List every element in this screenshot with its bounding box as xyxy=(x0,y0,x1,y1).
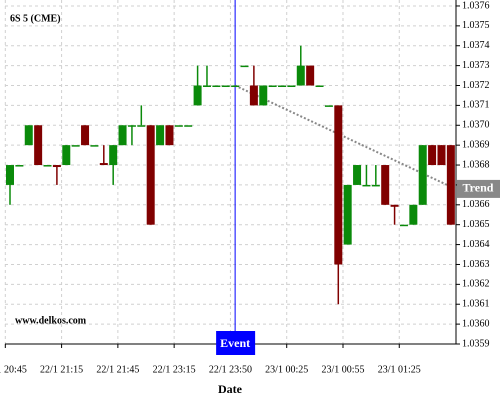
y-tick-label: 1.0368 xyxy=(462,159,490,170)
y-tick-label: 1.0365 xyxy=(462,219,490,230)
candle-body xyxy=(428,145,437,166)
candle-body xyxy=(174,125,183,127)
candle-body xyxy=(90,145,99,147)
candle-body xyxy=(156,125,165,146)
candle-body xyxy=(446,145,455,225)
candle-body xyxy=(24,125,33,146)
x-tick-label: 22/1 20:45 xyxy=(0,364,27,375)
event-label-box xyxy=(216,331,256,355)
candle-body xyxy=(146,125,155,225)
x-tick-label: 23/1 01:25 xyxy=(378,364,421,375)
candle-body xyxy=(52,165,61,168)
candle-body xyxy=(202,85,211,88)
candle-body xyxy=(99,163,108,166)
x-tick-label: 22/1 21:45 xyxy=(96,364,139,375)
candle-body xyxy=(390,204,399,207)
candle-body xyxy=(259,85,268,106)
y-tick-label: 1.0363 xyxy=(462,259,490,270)
candle-body xyxy=(240,65,249,68)
candle-body xyxy=(231,85,240,88)
candle-body xyxy=(306,65,315,86)
candle-body xyxy=(127,125,136,127)
candle-body xyxy=(296,65,305,86)
y-tick-label: 1.0374 xyxy=(462,40,490,51)
candle-body xyxy=(315,85,324,88)
x-tick-label: 22/1 23:50 xyxy=(209,364,252,375)
candle-body xyxy=(418,145,427,205)
x-tick-label: 23/1 00:55 xyxy=(321,364,364,375)
candle-body xyxy=(62,145,71,166)
y-tick-label: 1.0376 xyxy=(462,0,490,11)
candle-body xyxy=(193,85,202,106)
chart-title: 6S 5 (CME) xyxy=(10,13,61,24)
candle-body xyxy=(249,85,258,106)
trend-line xyxy=(234,84,456,190)
y-tick-label: 1.0371 xyxy=(462,100,490,111)
candle-body xyxy=(137,125,146,127)
candle-body xyxy=(221,85,230,88)
candle-body xyxy=(343,184,352,245)
event-label: Event xyxy=(220,336,250,350)
candle-body xyxy=(184,125,193,127)
candle-body xyxy=(287,85,296,88)
candle-body xyxy=(278,85,287,88)
candle-body xyxy=(118,125,127,146)
candle-body xyxy=(334,105,343,265)
y-tick-label: 1.0372 xyxy=(462,80,490,91)
x-axis-title: Date xyxy=(218,382,243,396)
candle-body xyxy=(15,165,24,167)
candle-body xyxy=(71,145,80,147)
candle-body xyxy=(109,145,118,166)
candle-body xyxy=(362,184,371,187)
candle-body xyxy=(324,105,333,107)
trend-label: Trend xyxy=(463,181,494,195)
candle-body xyxy=(371,184,380,187)
y-tick-label: 1.0373 xyxy=(462,60,490,71)
trend-label-box xyxy=(457,179,500,198)
y-tick-label: 1.0366 xyxy=(462,199,490,210)
candle-body xyxy=(268,85,277,88)
candle-body xyxy=(353,165,362,185)
candle-body xyxy=(81,125,90,146)
y-tick-label: 1.0361 xyxy=(462,299,490,310)
y-tick-label: 1.0360 xyxy=(462,318,490,329)
candle-body xyxy=(381,165,390,205)
candle-body xyxy=(6,165,14,185)
candle-body xyxy=(437,145,446,166)
x-tick-label: 22/1 23:15 xyxy=(153,364,196,375)
watermark: www.delkos.com xyxy=(15,315,87,326)
candle-body xyxy=(165,125,174,146)
y-tick-label: 1.0362 xyxy=(462,279,490,290)
y-tick-label: 1.0359 xyxy=(462,338,490,349)
candle-body xyxy=(34,125,43,166)
candle-body xyxy=(43,165,52,167)
y-tick-label: 1.0370 xyxy=(462,120,490,131)
candle-body xyxy=(409,204,418,225)
candle-body xyxy=(212,85,221,88)
y-tick-label: 1.0364 xyxy=(462,239,490,250)
x-tick-label: 22/1 21:15 xyxy=(40,364,83,375)
x-tick-label: 23/1 00:25 xyxy=(265,364,308,375)
y-tick-label: 1.0375 xyxy=(462,20,490,31)
y-tick-label: 1.0369 xyxy=(462,139,490,150)
candle-body xyxy=(399,224,408,227)
